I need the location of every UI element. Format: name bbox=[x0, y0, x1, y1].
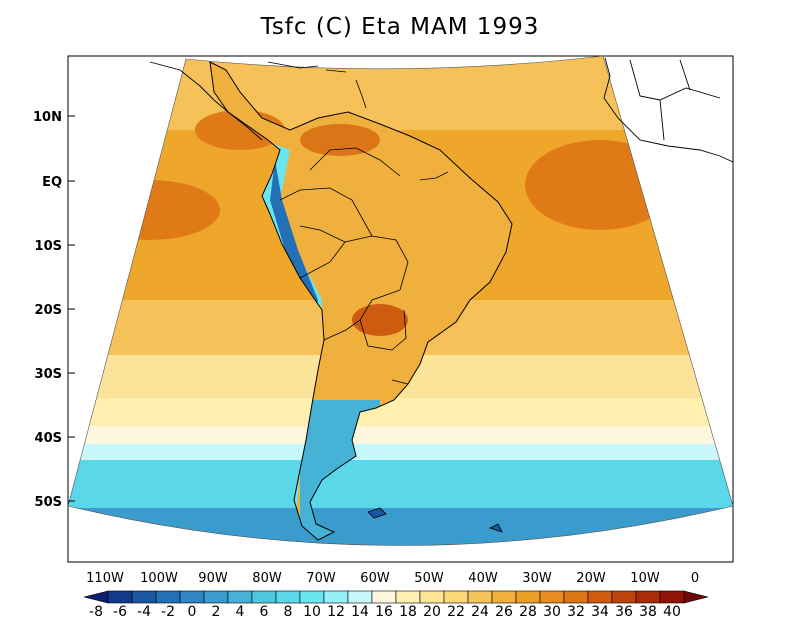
colorbar-label: 40 bbox=[663, 604, 681, 618]
colorbar-cell bbox=[491, 590, 517, 604]
lon-tick-label: 90W bbox=[198, 571, 228, 586]
colorbar-labels: -8 -6 -4 -2 0 2 4 6 8 10 12 14 16 18 20 … bbox=[89, 604, 681, 618]
lon-tick-label: 80W bbox=[252, 571, 282, 586]
colorbar-cell bbox=[347, 590, 373, 604]
colorbar-label: 28 bbox=[519, 604, 537, 618]
lon-tick-label: 110W bbox=[86, 571, 124, 586]
colorbar-label: -2 bbox=[161, 604, 175, 618]
lon-axis: 110W 100W 90W 80W 70W 60W 50W 40W 30W 20… bbox=[86, 571, 699, 586]
colorbar-cell bbox=[419, 590, 445, 604]
lon-tick-label: 20W bbox=[576, 571, 606, 586]
colorbar-cell bbox=[635, 590, 661, 604]
lon-tick-label: 0 bbox=[691, 571, 699, 586]
colorbar-label: 0 bbox=[188, 604, 197, 618]
map-title: Tsfc (C) Eta MAM 1993 bbox=[260, 14, 540, 40]
colorbar-cell bbox=[275, 590, 301, 604]
colorbar-cell bbox=[683, 590, 709, 604]
colorbar-label: 2 bbox=[212, 604, 221, 618]
colorbar-label: 16 bbox=[375, 604, 393, 618]
lat-tick-label: 40S bbox=[35, 431, 62, 446]
lat-tick-label: 20S bbox=[35, 303, 62, 318]
colorbar-label: 8 bbox=[284, 604, 293, 618]
lat-tick-label: 30S bbox=[35, 367, 62, 382]
colorbar-cell bbox=[155, 590, 181, 604]
colorbar-cell bbox=[299, 590, 325, 604]
colorbar-cell bbox=[251, 590, 277, 604]
colorbar-label: 14 bbox=[351, 604, 369, 618]
colorbar-label: 38 bbox=[639, 604, 657, 618]
africa-coastline bbox=[603, 57, 734, 163]
colorbar-label: -4 bbox=[137, 604, 151, 618]
colorbar-label: 34 bbox=[591, 604, 609, 618]
colorbar-cell bbox=[587, 590, 613, 604]
lon-tick-label: 100W bbox=[140, 571, 178, 586]
lon-tick-label: 50W bbox=[414, 571, 444, 586]
colorbar-label: 26 bbox=[495, 604, 513, 618]
colorbar bbox=[83, 590, 709, 604]
lat-axis: 10N EQ 10S 20S 30S 40S 50S bbox=[33, 110, 75, 510]
colorbar-label: 22 bbox=[447, 604, 465, 618]
lon-tick-label: 60W bbox=[360, 571, 390, 586]
caribbean-islands bbox=[267, 61, 367, 109]
colorbar-cell bbox=[107, 590, 133, 604]
colorbar-label: 24 bbox=[471, 604, 489, 618]
colorbar-label: -8 bbox=[89, 604, 103, 618]
colorbar-cell bbox=[467, 590, 493, 604]
lon-tick-label: 40W bbox=[468, 571, 498, 586]
colorbar-cell bbox=[323, 590, 349, 604]
colorbar-cell bbox=[563, 590, 589, 604]
colorbar-cell bbox=[539, 590, 565, 604]
lon-tick-label: 70W bbox=[306, 571, 336, 586]
colorbar-label: 10 bbox=[303, 604, 321, 618]
colorbar-label: 6 bbox=[260, 604, 269, 618]
colorbar-cell bbox=[179, 590, 205, 604]
colorbar-label: 30 bbox=[543, 604, 561, 618]
colorbar-label: 32 bbox=[567, 604, 585, 618]
colorbar-label: 12 bbox=[327, 604, 345, 618]
lon-tick-label: 10W bbox=[630, 571, 660, 586]
colorbar-cell bbox=[203, 590, 229, 604]
model-domain-outline bbox=[67, 55, 734, 546]
colorbar-label: 20 bbox=[423, 604, 441, 618]
lat-tick-label: EQ bbox=[42, 175, 62, 190]
colorbar-cell bbox=[443, 590, 469, 604]
colorbar-cell bbox=[227, 590, 253, 604]
central-america-coastline bbox=[149, 61, 263, 141]
colorbar-cell bbox=[131, 590, 157, 604]
lat-tick-label: 10N bbox=[33, 110, 62, 125]
colorbar-cell bbox=[395, 590, 421, 604]
colorbar-cell bbox=[611, 590, 637, 604]
colorbar-cell bbox=[515, 590, 541, 604]
lat-tick-label: 50S bbox=[35, 495, 62, 510]
colorbar-cell bbox=[371, 590, 397, 604]
colorbar-label: -6 bbox=[113, 604, 127, 618]
colorbar-label: 18 bbox=[399, 604, 417, 618]
lat-tick-label: 10S bbox=[35, 239, 62, 254]
colorbar-cell bbox=[83, 590, 109, 604]
lon-tick-label: 30W bbox=[522, 571, 552, 586]
colorbar-label: 36 bbox=[615, 604, 633, 618]
colorbar-cell bbox=[659, 590, 685, 604]
colorbar-label: 4 bbox=[236, 604, 245, 618]
